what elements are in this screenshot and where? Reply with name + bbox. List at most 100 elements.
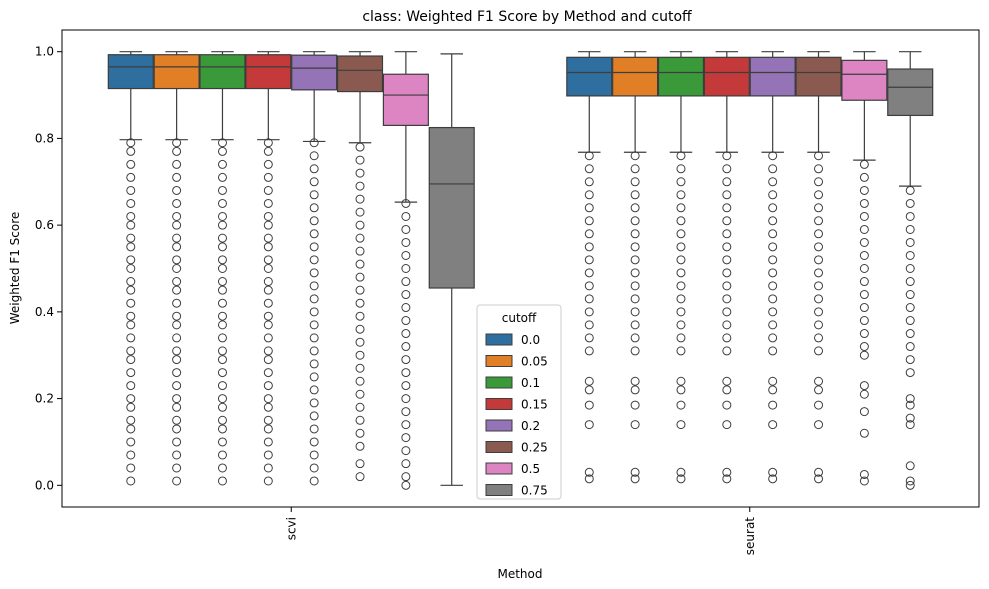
outlier-point	[630, 190, 640, 200]
outlier-point	[905, 394, 915, 404]
y-axis-label: Weighted F1 Score	[8, 212, 22, 325]
outlier-point	[768, 242, 778, 252]
outlier-point	[355, 402, 365, 412]
outlier-point	[722, 164, 732, 174]
outlier-point	[905, 461, 915, 471]
outlier-point	[126, 402, 136, 412]
outlier-point	[355, 220, 365, 230]
outlier-point	[309, 398, 319, 408]
outlier-point	[905, 277, 915, 287]
y-tick-label-5: 1.0	[35, 45, 54, 59]
outlier-point	[126, 172, 136, 182]
outlier-point	[722, 242, 732, 252]
outlier-point	[263, 311, 273, 321]
outlier-point	[905, 329, 915, 339]
outlier-point	[814, 177, 824, 187]
outlier-point	[172, 437, 182, 447]
outlier-point	[126, 242, 136, 252]
outlier-point	[401, 342, 411, 352]
outlier-point	[905, 185, 915, 195]
legend: cutoff 0.0 0.05 0.1 0.15 0.2 0.25 0.5 0.75	[476, 304, 562, 500]
outlier-point	[217, 333, 227, 343]
outlier-point	[584, 400, 594, 410]
outlier-point	[217, 394, 227, 404]
outlier-point	[309, 359, 319, 369]
legend-entry-0.0: 0.0	[485, 333, 540, 347]
outlier-point	[676, 346, 686, 356]
outlier-point	[172, 211, 182, 221]
outlier-point	[676, 229, 686, 239]
outlier-point	[126, 220, 136, 230]
outlier-point	[676, 242, 686, 252]
box-seurat-0.2	[749, 51, 796, 484]
outlier-point	[355, 207, 365, 217]
box-body	[841, 59, 888, 101]
box-seurat-0.0	[566, 51, 613, 484]
outlier-point	[126, 437, 136, 447]
outlier-point	[401, 407, 411, 417]
outlier-point	[355, 376, 365, 386]
outlier-point	[905, 264, 915, 273]
outlier-point	[172, 394, 182, 404]
outlier-point	[859, 303, 869, 313]
outlier-point	[401, 250, 411, 260]
outlier-point	[355, 259, 365, 269]
outlier-point	[172, 146, 182, 156]
outlier-point	[722, 151, 732, 161]
outlier-point	[401, 329, 411, 339]
outlier-point	[172, 198, 182, 208]
outlier-point	[355, 298, 365, 308]
outlier-point	[309, 463, 319, 473]
outlier-point	[355, 337, 365, 347]
outlier-point	[630, 307, 640, 317]
outlier-point	[722, 281, 732, 291]
outlier-point	[630, 346, 640, 356]
outlier-point	[401, 264, 411, 273]
outlier-point	[676, 474, 686, 484]
outlier-point	[172, 381, 182, 391]
outlier-point	[263, 242, 273, 252]
outlier-point	[401, 368, 411, 378]
outlier-point	[309, 255, 319, 265]
outlier-point	[126, 463, 136, 473]
outlier-point	[722, 467, 732, 477]
outlier-point	[905, 480, 915, 490]
outlier-point	[814, 320, 824, 330]
legend-entry-0.75: 0.75	[485, 484, 548, 498]
outlier-point	[905, 420, 915, 430]
outlier-point	[309, 151, 319, 161]
outlier-point	[172, 476, 182, 486]
outlier-point	[401, 355, 411, 365]
outlier-point	[263, 255, 273, 265]
legend-entry-0.2: 0.2	[485, 419, 540, 433]
outlier-point	[630, 255, 640, 265]
legend-entry-0.15: 0.15	[485, 398, 548, 412]
outlier-point	[722, 320, 732, 330]
outlier-point	[172, 233, 182, 243]
outlier-point	[768, 164, 778, 174]
outlier-point	[630, 333, 640, 343]
outlier-point	[263, 333, 273, 343]
box-body	[566, 56, 613, 97]
outlier-point	[768, 151, 778, 161]
box-seurat-0.15	[703, 51, 750, 484]
outlier-point	[859, 428, 869, 438]
outlier-point	[263, 415, 273, 425]
outlier-point	[401, 277, 411, 287]
outlier-point	[172, 402, 182, 412]
outlier-point	[172, 138, 182, 148]
outlier-point	[722, 420, 732, 430]
outlier-point	[309, 437, 319, 447]
outlier-point	[172, 424, 182, 434]
outlier-point	[768, 268, 778, 278]
outlier-point	[401, 420, 411, 430]
y-tick-label-3: 0.6	[35, 218, 54, 232]
outlier-point	[263, 198, 273, 208]
outlier-point	[217, 450, 227, 460]
outlier-point	[309, 164, 319, 174]
outlier-point	[859, 316, 869, 326]
box-body	[336, 55, 384, 93]
outlier-point	[722, 255, 732, 265]
outlier-point	[814, 400, 824, 410]
outlier-point	[126, 233, 136, 243]
